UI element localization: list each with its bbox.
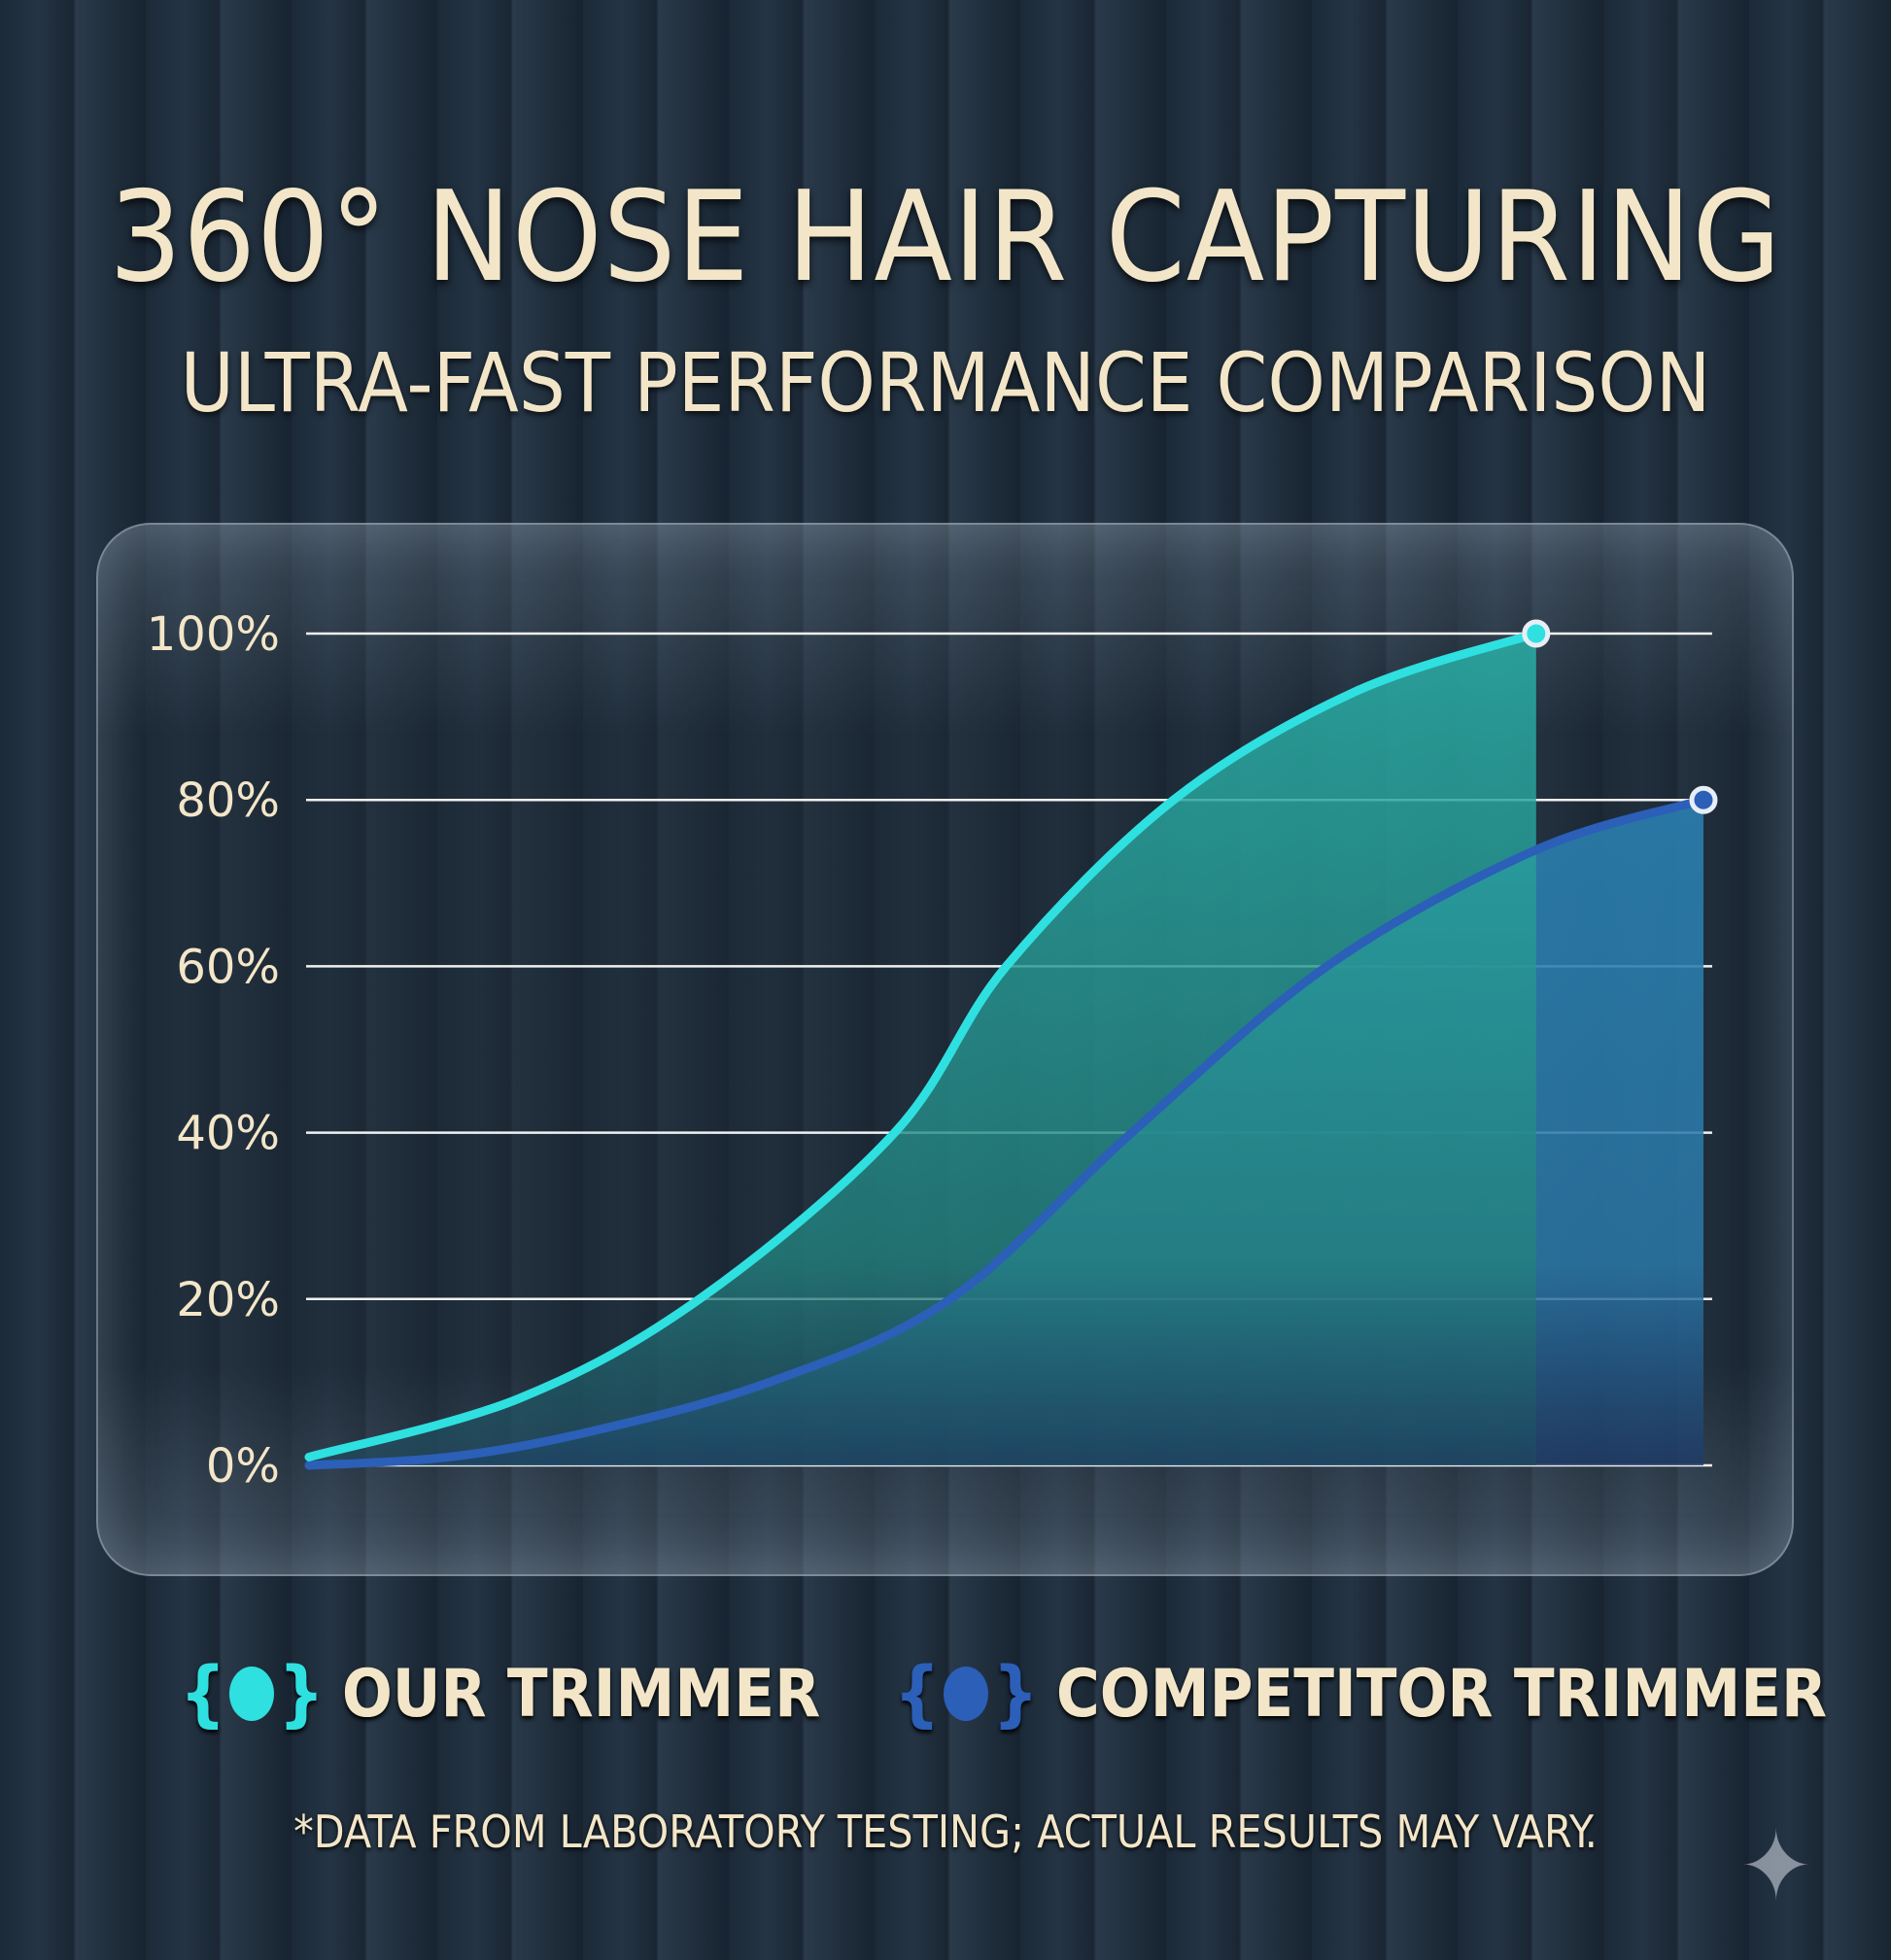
legend-swatch-icon: {} <box>180 1652 325 1736</box>
legend-item-our-trimmer: {} OUR TRIMMER <box>180 1652 820 1736</box>
page-title: 360° NOSE HAIR CAPTURING <box>109 165 1782 310</box>
series-end-point <box>1689 785 1718 814</box>
y-tick-label: 100% <box>147 607 280 662</box>
page-subtitle: ULTRA-FAST PERFORMANCE COMPARISON <box>180 335 1711 430</box>
legend-label: OUR TRIMMER <box>341 1655 821 1733</box>
footnote: *DATA FROM LABORATORY TESTING; ACTUAL RE… <box>293 1805 1598 1858</box>
legend-swatch-icon: {} <box>894 1652 1039 1736</box>
series-line <box>304 629 1541 1461</box>
y-tick-label: 40% <box>176 1107 280 1161</box>
sparkle-icon: ✦ <box>1739 1809 1813 1923</box>
legend-label: COMPETITOR TRIMMER <box>1055 1655 1828 1733</box>
y-tick-label: 60% <box>176 940 280 994</box>
y-tick-label: 80% <box>176 774 280 828</box>
legend-item-competitor-trimmer: {} COMPETITOR TRIMMER <box>894 1652 1827 1736</box>
y-tick-label: 20% <box>176 1273 280 1327</box>
series-line <box>304 795 1708 1470</box>
y-tick-label: 0% <box>206 1439 280 1494</box>
series-area <box>309 634 1536 1465</box>
series-end-point <box>1522 619 1551 648</box>
